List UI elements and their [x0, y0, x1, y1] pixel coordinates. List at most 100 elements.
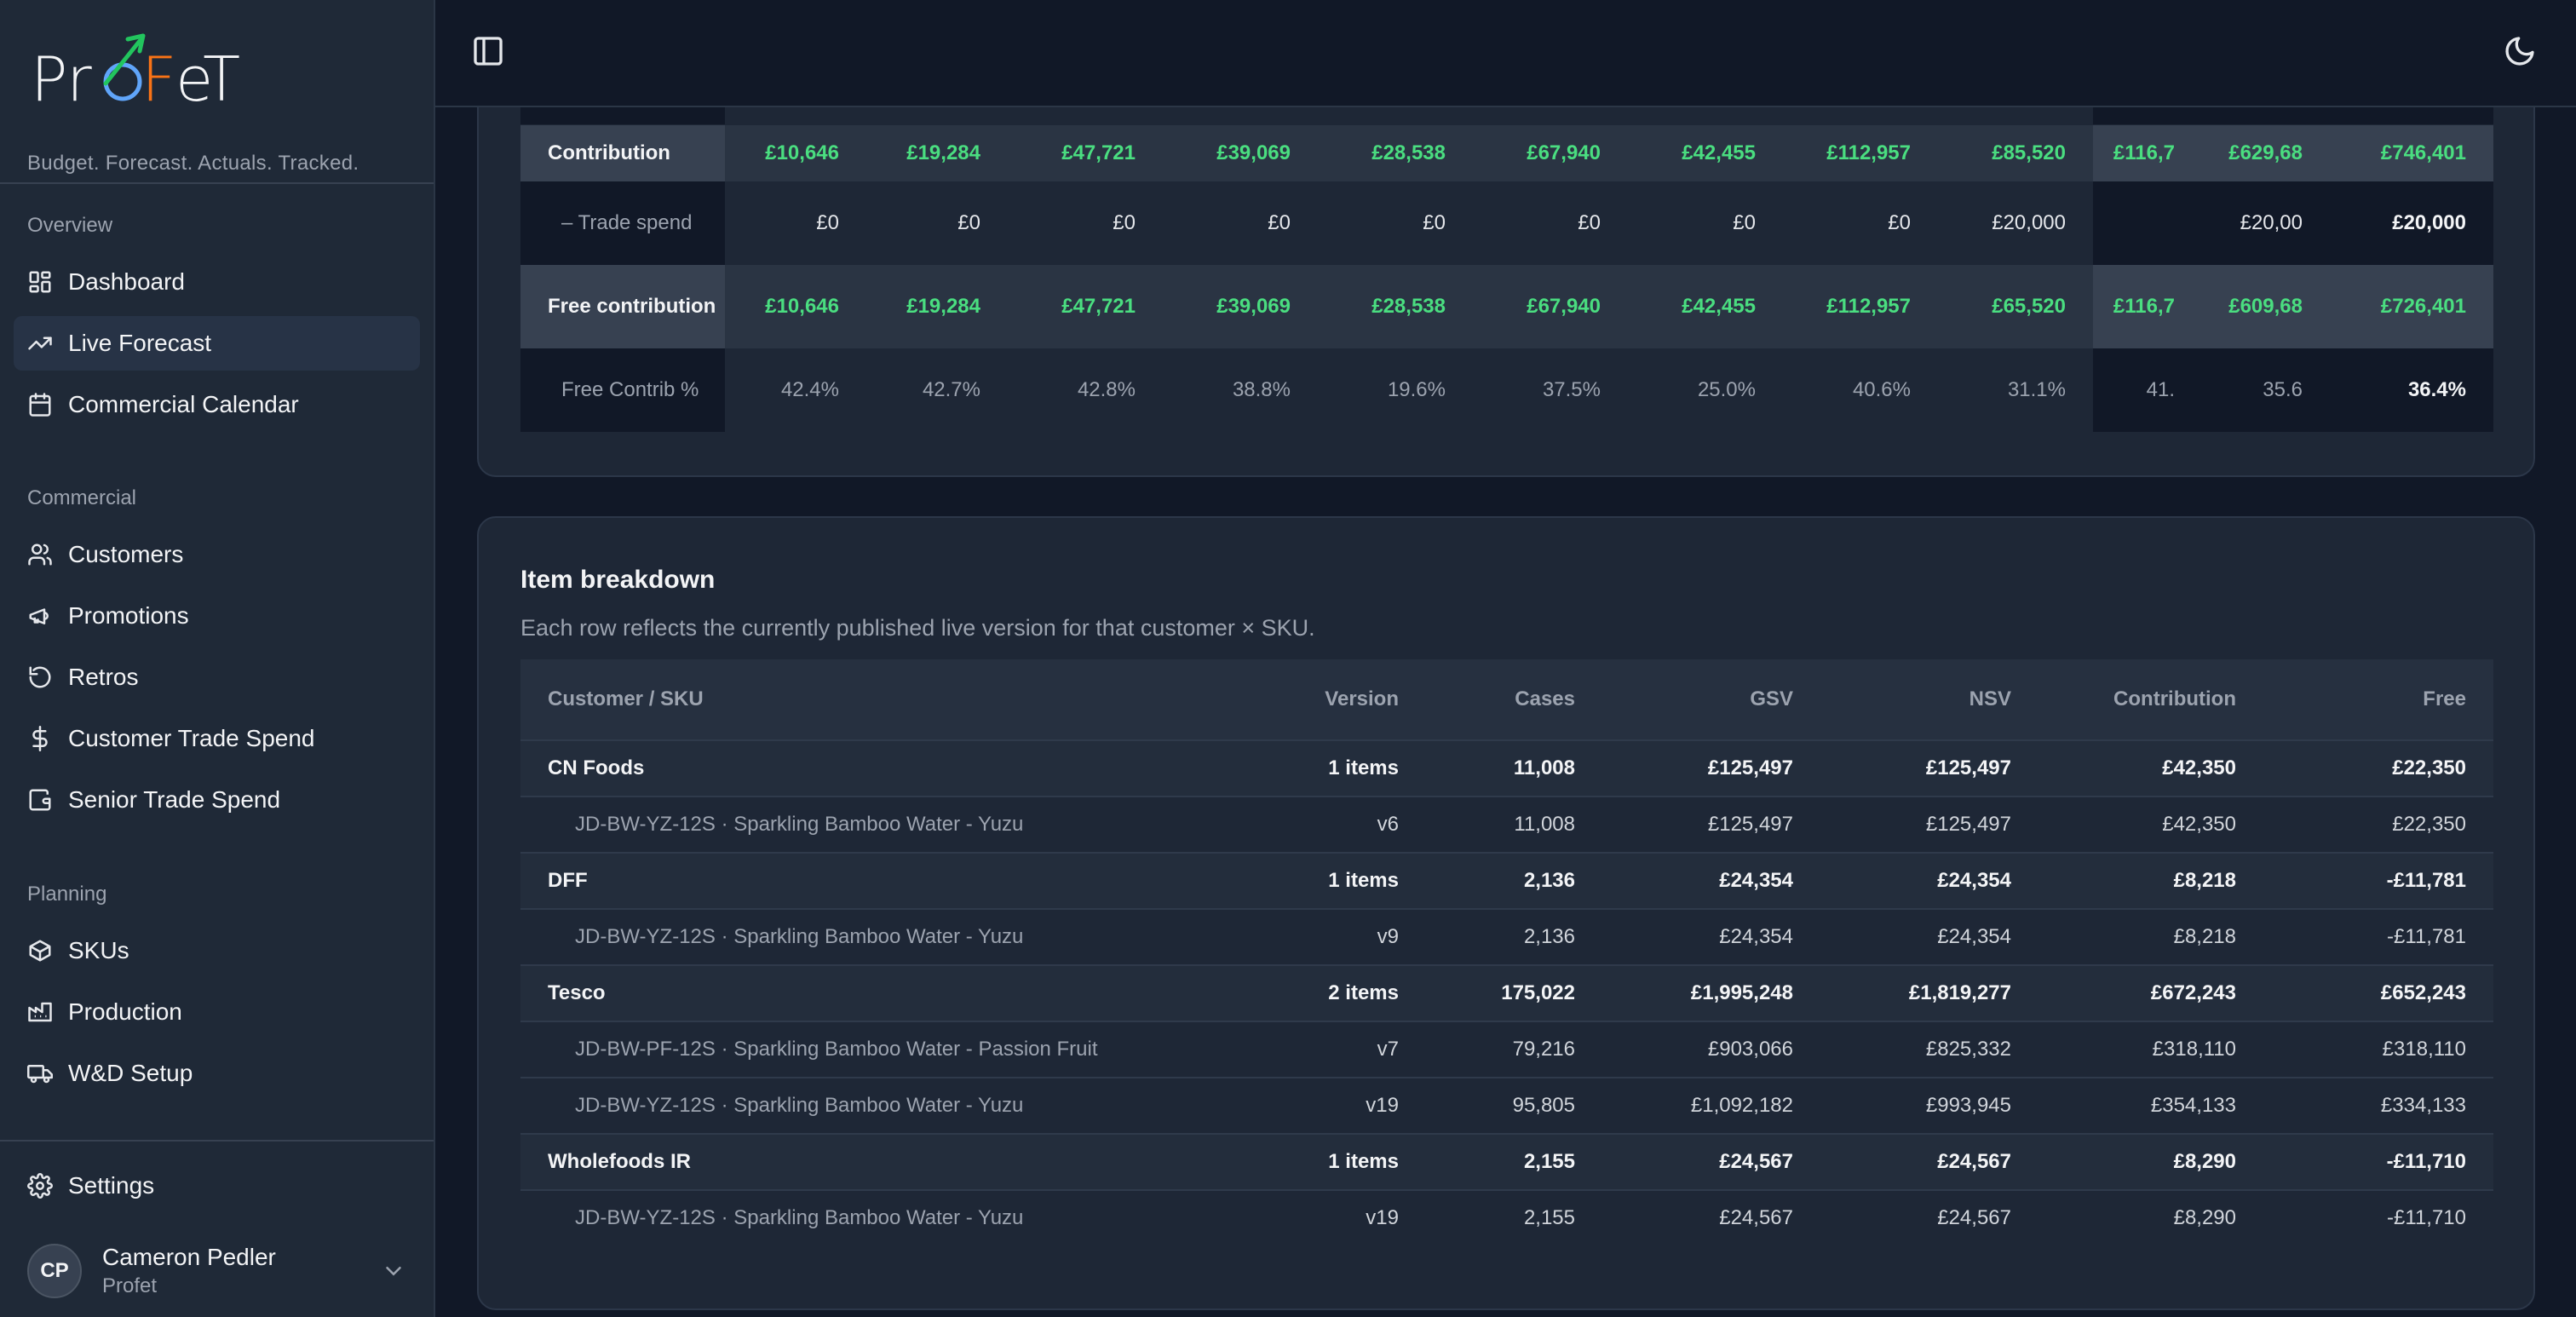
- sidebar-item-label: Dashboard: [68, 268, 185, 295]
- table-cell: 11,008: [1513, 756, 1575, 779]
- table-cell: £112,957: [1826, 295, 1911, 318]
- item-breakdown-card: Item breakdown Each row reflects the cur…: [477, 516, 2535, 1310]
- sidebar-item-customers[interactable]: Customers: [14, 527, 420, 582]
- users-icon: [27, 542, 53, 567]
- table-cell: £24,354: [1719, 869, 1793, 892]
- col-header-free[interactable]: Free: [2423, 687, 2466, 710]
- table-cell: 40.6%: [1852, 378, 1911, 401]
- sku-row[interactable]: JD-BW-YZ-12S · Sparkling Bamboo Water - …: [520, 796, 2493, 852]
- sku-row[interactable]: JD-BW-PF-12S · Sparkling Bamboo Water - …: [520, 1021, 2493, 1077]
- moon-icon[interactable]: [2503, 34, 2537, 68]
- table-cell: £67,940: [1527, 141, 1601, 164]
- table-row-contribution: Contribution £10,646 £19,284 £47,721 £39,06…: [520, 125, 2493, 181]
- table-cell: £10,646: [765, 141, 839, 164]
- table-row-free-contribution: Free contribution £10,646 £19,284 £47,721 £…: [520, 265, 2493, 348]
- sku-row[interactable]: JD-BW-YZ-12S · Sparkling Bamboo Water - …: [520, 1189, 2493, 1245]
- table-cell: 175,022: [1501, 981, 1575, 1004]
- user-org: Profet: [102, 1274, 158, 1297]
- sidebar-item-retros[interactable]: Retros: [14, 650, 420, 705]
- sidebar-item-skus[interactable]: SKUs: [14, 923, 420, 978]
- table-cell: £0: [1423, 211, 1446, 234]
- table-cell: 1 items: [1328, 1150, 1399, 1173]
- logo[interactable]: Pr F eT: [27, 24, 249, 109]
- table-cell: £746,401: [2316, 125, 2493, 181]
- table-row-partial: [520, 107, 2493, 124]
- table-cell: JD-BW-YZ-12S · Sparkling Bamboo Water - …: [575, 1206, 1024, 1229]
- sidebar-item-promotions[interactable]: Promotions: [14, 589, 420, 643]
- nav-heading-overview: Overview: [27, 214, 113, 237]
- table-cell: £20,00: [2188, 181, 2316, 265]
- table-cell: v19: [1366, 1206, 1399, 1229]
- sidebar-toggle-icon[interactable]: [471, 34, 505, 68]
- table-cell: 25.0%: [1697, 378, 1756, 401]
- table-cell: 42.4%: [780, 378, 839, 401]
- col-header-customer-sku[interactable]: Customer / SKU: [548, 687, 704, 710]
- sidebar-item-dashboard[interactable]: Dashboard: [14, 255, 420, 309]
- col-header-version[interactable]: Version: [1325, 687, 1399, 710]
- table-cell: -£11,781: [2387, 925, 2466, 948]
- table-cell: £116,7: [2093, 125, 2188, 181]
- sidebar-footer: Settings: [0, 1140, 434, 1213]
- svg-text:F: F: [141, 43, 176, 109]
- customer-group-row[interactable]: DFF 1 items 2,136 £24,354 £24,354 £8,218 -£11,…: [520, 852, 2493, 908]
- table-cell: £28,538: [1371, 141, 1446, 164]
- table-row-trade-spend: – Trade spend £0 £0 £0 £0 £0 £0 £0 £0 £20,000 £20…: [520, 181, 2493, 265]
- table-cell: £1,995,248: [1690, 981, 1793, 1004]
- table-cell: 79,216: [1512, 1038, 1575, 1061]
- table-cell: £28,538: [1371, 295, 1446, 318]
- sidebar-item-wd-setup[interactable]: W&D Setup: [14, 1046, 420, 1101]
- sidebar-item-label: Senior Trade Spend: [68, 786, 281, 813]
- table-cell: £22,350: [2392, 756, 2466, 779]
- user-menu[interactable]: CP Cameron Pedler Profet: [0, 1225, 434, 1317]
- table-cell: 19.6%: [1387, 378, 1446, 401]
- table-cell: £47,721: [1061, 295, 1136, 318]
- sidebar-item-production[interactable]: Production: [14, 985, 420, 1039]
- table-cell: £0: [1888, 211, 1911, 234]
- table-cell: 2 items: [1328, 981, 1399, 1004]
- sidebar-item-label: Production: [68, 998, 182, 1025]
- customer-group-row[interactable]: Tesco 2 items 175,022 £1,995,248 £1,819,277 £…: [520, 964, 2493, 1021]
- table-cell: £67,940: [1527, 295, 1601, 318]
- col-header-nsv[interactable]: NSV: [1969, 687, 2011, 710]
- table-cell: £318,110: [2382, 1038, 2466, 1061]
- col-header-gsv[interactable]: GSV: [1750, 687, 1793, 710]
- table-cell: £20,000: [2316, 181, 2493, 265]
- sidebar-item-label: Promotions: [68, 602, 189, 629]
- chevron-down-icon[interactable]: [381, 1258, 406, 1284]
- row-label: Free Contrib %: [520, 348, 725, 432]
- row-label: Contribution: [520, 125, 725, 181]
- table-cell: £993,945: [1925, 1094, 2011, 1117]
- table-cell: £24,567: [1937, 1206, 2011, 1229]
- table-cell: £42,350: [2162, 756, 2236, 779]
- customer-group-row[interactable]: Wholefoods IR 1 items 2,155 £24,567 £24,567 £…: [520, 1133, 2493, 1189]
- row-cells: £10,646 £19,284 £47,721 £39,069 £28,538 £67,9…: [725, 265, 2493, 348]
- sidebar-item-senior-trade-spend[interactable]: Senior Trade Spend: [14, 773, 420, 827]
- sku-row[interactable]: JD-BW-YZ-12S · Sparkling Bamboo Water - …: [520, 1077, 2493, 1133]
- table-cell: £8,290: [2173, 1206, 2236, 1229]
- sidebar-item-label: SKUs: [68, 937, 129, 963]
- table-cell: 31.1%: [2007, 378, 2066, 401]
- col-header-cases[interactable]: Cases: [1515, 687, 1575, 710]
- table-cell: 38.8%: [1232, 378, 1291, 401]
- table-cell: £24,354: [1937, 925, 2011, 948]
- sidebar-item-settings[interactable]: Settings: [14, 1159, 420, 1213]
- sku-row[interactable]: JD-BW-YZ-12S · Sparkling Bamboo Water - …: [520, 908, 2493, 964]
- table-cell: CN Foods: [548, 756, 645, 779]
- table-cell: 1 items: [1328, 869, 1399, 892]
- table-cell: £65,520: [1992, 295, 2066, 318]
- col-header-contribution[interactable]: Contribution: [2113, 687, 2236, 710]
- table-cell: £0: [816, 211, 839, 234]
- sidebar-item-commercial-calendar[interactable]: Commercial Calendar: [14, 377, 420, 432]
- sidebar: Pr F eT Budget. Forecast. Actuals. Track…: [0, 0, 435, 1317]
- item-breakdown-subtitle: Each row reflects the currently publishe…: [520, 615, 1315, 641]
- customer-group-row[interactable]: CN Foods 1 items 11,008 £125,497 £125,497 £42…: [520, 739, 2493, 796]
- sidebar-item-customer-trade-spend[interactable]: Customer Trade Spend: [14, 711, 420, 766]
- nav-planning: Planning SKUs Production W&D Setup: [0, 877, 434, 1101]
- table-cell: 2,136: [1523, 925, 1575, 948]
- sidebar-item-live-forecast[interactable]: Live Forecast: [14, 316, 420, 371]
- table-cell: £24,567: [1937, 1150, 2011, 1173]
- sidebar-item-label: Live Forecast: [68, 330, 212, 356]
- table-cell: 42.8%: [1077, 378, 1136, 401]
- table-cell: £24,567: [1719, 1206, 1793, 1229]
- table-cell: £318,110: [2152, 1038, 2236, 1061]
